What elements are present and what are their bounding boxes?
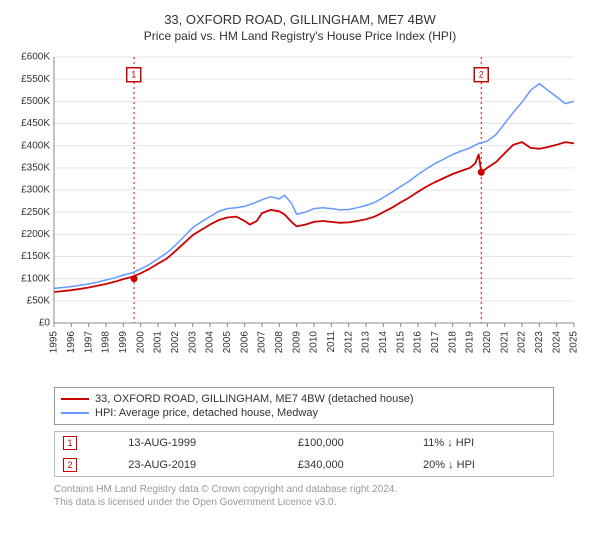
svg-text:£600K: £600K bbox=[21, 52, 50, 63]
svg-text:1999: 1999 bbox=[118, 331, 129, 354]
legend-label: HPI: Average price, detached house, Medw… bbox=[95, 407, 318, 419]
svg-text:1997: 1997 bbox=[83, 331, 94, 354]
svg-text:2020: 2020 bbox=[482, 331, 493, 354]
svg-text:2007: 2007 bbox=[257, 331, 268, 354]
svg-text:2023: 2023 bbox=[534, 331, 545, 354]
marker-hpi-cell: 20% ↓ HPI bbox=[415, 454, 554, 477]
legend-item: 33, OXFORD ROAD, GILLINGHAM, ME7 4BW (de… bbox=[61, 392, 547, 406]
svg-text:£50K: £50K bbox=[27, 295, 51, 306]
svg-text:2016: 2016 bbox=[413, 331, 424, 354]
svg-text:2024: 2024 bbox=[551, 331, 562, 354]
legend-swatch bbox=[61, 412, 89, 414]
svg-text:2017: 2017 bbox=[430, 331, 441, 354]
legend-swatch bbox=[61, 398, 89, 400]
footer-attribution: Contains HM Land Registry data © Crown c… bbox=[54, 483, 554, 509]
svg-text:£550K: £550K bbox=[21, 74, 50, 85]
marker-date-cell: 23-AUG-2019 bbox=[120, 454, 290, 477]
svg-text:2021: 2021 bbox=[499, 331, 510, 354]
svg-text:2013: 2013 bbox=[361, 331, 372, 354]
svg-text:2002: 2002 bbox=[170, 331, 181, 354]
svg-text:2000: 2000 bbox=[135, 331, 146, 354]
price-chart: £0 £50K £100K £150K £200K £250K £300K £350K £400… bbox=[10, 49, 590, 379]
svg-text:2011: 2011 bbox=[326, 331, 337, 353]
svg-text:1: 1 bbox=[131, 70, 136, 80]
marker-price-cell: £100,000 bbox=[290, 432, 415, 455]
svg-text:1998: 1998 bbox=[101, 331, 112, 354]
svg-text:2012: 2012 bbox=[343, 331, 354, 354]
svg-text:£300K: £300K bbox=[21, 185, 50, 196]
svg-text:2001: 2001 bbox=[153, 331, 164, 354]
svg-text:2010: 2010 bbox=[309, 331, 320, 354]
svg-text:£250K: £250K bbox=[21, 207, 50, 218]
svg-text:2015: 2015 bbox=[395, 331, 406, 354]
marker-hpi-cell: 11% ↓ HPI bbox=[415, 432, 554, 455]
marker-id-cell: 2 bbox=[55, 454, 121, 477]
svg-text:2018: 2018 bbox=[447, 331, 458, 354]
svg-text:2009: 2009 bbox=[291, 331, 302, 354]
svg-text:£150K: £150K bbox=[21, 251, 50, 262]
svg-text:2025: 2025 bbox=[569, 331, 580, 354]
svg-text:£200K: £200K bbox=[21, 229, 50, 240]
svg-text:2: 2 bbox=[479, 70, 484, 80]
legend-item: HPI: Average price, detached house, Medw… bbox=[61, 406, 547, 420]
svg-text:2005: 2005 bbox=[222, 331, 233, 354]
footer-line2: This data is licensed under the Open Gov… bbox=[54, 496, 554, 509]
svg-text:£350K: £350K bbox=[21, 162, 50, 173]
svg-text:£0: £0 bbox=[39, 318, 51, 329]
legend-label: 33, OXFORD ROAD, GILLINGHAM, ME7 4BW (de… bbox=[95, 393, 414, 405]
svg-text:£500K: £500K bbox=[21, 96, 50, 107]
svg-text:£400K: £400K bbox=[21, 140, 50, 151]
svg-text:2022: 2022 bbox=[517, 331, 528, 354]
page-subtitle: Price paid vs. HM Land Registry's House … bbox=[10, 29, 590, 43]
svg-text:£450K: £450K bbox=[21, 118, 50, 129]
table-row: 113-AUG-1999£100,00011% ↓ HPI bbox=[55, 432, 554, 455]
legend: 33, OXFORD ROAD, GILLINGHAM, ME7 4BW (de… bbox=[54, 387, 554, 425]
svg-text:2008: 2008 bbox=[274, 331, 285, 354]
svg-text:2019: 2019 bbox=[465, 331, 476, 354]
table-row: 223-AUG-2019£340,00020% ↓ HPI bbox=[55, 454, 554, 477]
marker-price-cell: £340,000 bbox=[290, 454, 415, 477]
svg-text:2014: 2014 bbox=[378, 331, 389, 354]
marker-id-cell: 1 bbox=[55, 432, 121, 455]
markers-table: 113-AUG-1999£100,00011% ↓ HPI223-AUG-201… bbox=[54, 431, 554, 477]
svg-text:2003: 2003 bbox=[187, 331, 198, 354]
svg-text:2006: 2006 bbox=[239, 331, 250, 354]
svg-text:1996: 1996 bbox=[66, 331, 77, 354]
page-title: 33, OXFORD ROAD, GILLINGHAM, ME7 4BW bbox=[10, 12, 590, 27]
marker-date-cell: 13-AUG-1999 bbox=[120, 432, 290, 455]
svg-text:1995: 1995 bbox=[49, 331, 60, 354]
footer-line1: Contains HM Land Registry data © Crown c… bbox=[54, 483, 554, 496]
svg-text:£100K: £100K bbox=[21, 273, 50, 284]
svg-text:2004: 2004 bbox=[205, 331, 216, 354]
